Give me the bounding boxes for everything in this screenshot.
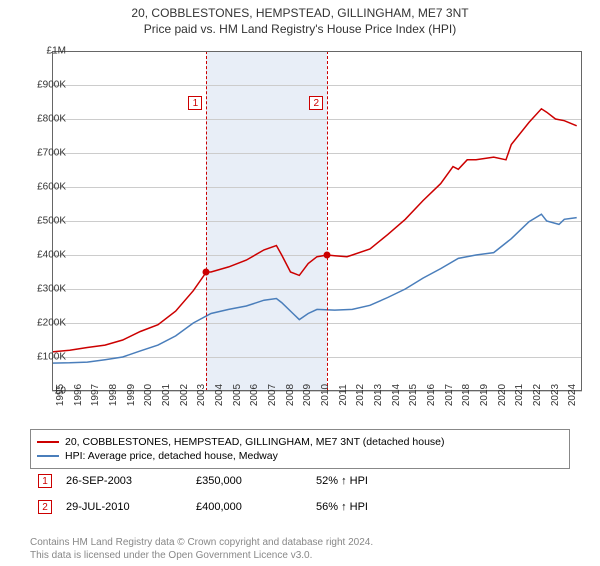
y-axis-label: £100K [37, 352, 66, 363]
legend-label-property: 20, COBBLESTONES, HEMPSTEAD, GILLINGHAM,… [65, 436, 445, 448]
footer-line-1: Contains HM Land Registry data © Crown c… [30, 536, 373, 549]
y-axis-label: £200K [37, 318, 66, 329]
legend: 20, COBBLESTONES, HEMPSTEAD, GILLINGHAM,… [30, 429, 570, 469]
x-axis-label: 1999 [126, 384, 137, 406]
x-axis-label: 2021 [514, 384, 525, 406]
x-axis-label: 2024 [567, 384, 578, 406]
footer-line-2: This data is licensed under the Open Gov… [30, 549, 373, 562]
footer-attribution: Contains HM Land Registry data © Crown c… [30, 536, 373, 562]
y-axis-label: £900K [37, 80, 66, 91]
x-axis-label: 2005 [232, 384, 243, 406]
x-axis-label: 2007 [267, 384, 278, 406]
transaction-price-2: £400,000 [196, 501, 316, 513]
x-axis-label: 2012 [355, 384, 366, 406]
transaction-date-1: 26-SEP-2003 [66, 475, 196, 487]
x-axis-label: 1997 [90, 384, 101, 406]
x-axis-label: 2006 [249, 384, 260, 406]
transaction-price-1: £350,000 [196, 475, 316, 487]
transaction-hpi-1: 52% ↑ HPI [316, 475, 368, 487]
legend-item-hpi: HPI: Average price, detached house, Medw… [37, 450, 563, 462]
x-axis-label: 2023 [550, 384, 561, 406]
y-axis-label: £700K [37, 148, 66, 159]
x-axis-label: 2016 [426, 384, 437, 406]
x-axis-label: 2013 [373, 384, 384, 406]
x-axis-label: 2010 [320, 384, 331, 406]
x-axis-label: 2011 [338, 384, 349, 406]
x-axis-label: 2015 [408, 384, 419, 406]
legend-item-property: 20, COBBLESTONES, HEMPSTEAD, GILLINGHAM,… [37, 436, 563, 448]
x-axis-label: 1995 [55, 384, 66, 406]
y-axis-label: £300K [37, 284, 66, 295]
chart-plot-area: 12 [52, 51, 582, 391]
x-axis-label: 2014 [391, 384, 402, 406]
y-axis-label: £500K [37, 216, 66, 227]
y-axis-label: £800K [37, 114, 66, 125]
x-axis-label: 1998 [108, 384, 119, 406]
x-axis-label: 2003 [196, 384, 207, 406]
transaction-row-1: 1 26-SEP-2003 £350,000 52% ↑ HPI [38, 474, 368, 488]
x-axis-label: 2000 [143, 384, 154, 406]
chart-subtitle: Price paid vs. HM Land Registry's House … [0, 22, 600, 36]
transaction-date-2: 29-JUL-2010 [66, 501, 196, 513]
y-axis-label: £400K [37, 250, 66, 261]
transaction-marker-2: 2 [38, 500, 52, 514]
chart-border [52, 51, 582, 391]
x-axis-label: 2020 [497, 384, 508, 406]
x-axis-label: 2004 [214, 384, 225, 406]
transaction-hpi-2: 56% ↑ HPI [316, 501, 368, 513]
legend-label-hpi: HPI: Average price, detached house, Medw… [65, 450, 278, 462]
legend-swatch-hpi [37, 455, 59, 457]
x-axis-label: 2022 [532, 384, 543, 406]
x-axis-label: 2008 [285, 384, 296, 406]
legend-swatch-property [37, 441, 59, 443]
y-axis-label: £600K [37, 182, 66, 193]
transaction-row-2: 2 29-JUL-2010 £400,000 56% ↑ HPI [38, 500, 368, 514]
x-axis-label: 2001 [161, 384, 172, 406]
x-axis-label: 2009 [302, 384, 313, 406]
x-axis-label: 2019 [479, 384, 490, 406]
x-axis-label: 2018 [461, 384, 472, 406]
x-axis-label: 2017 [444, 384, 455, 406]
chart-title: 20, COBBLESTONES, HEMPSTEAD, GILLINGHAM,… [0, 6, 600, 20]
y-axis-label: £1M [47, 46, 66, 57]
transaction-marker-1: 1 [38, 474, 52, 488]
x-axis-label: 1996 [73, 384, 84, 406]
x-axis-label: 2002 [179, 384, 190, 406]
